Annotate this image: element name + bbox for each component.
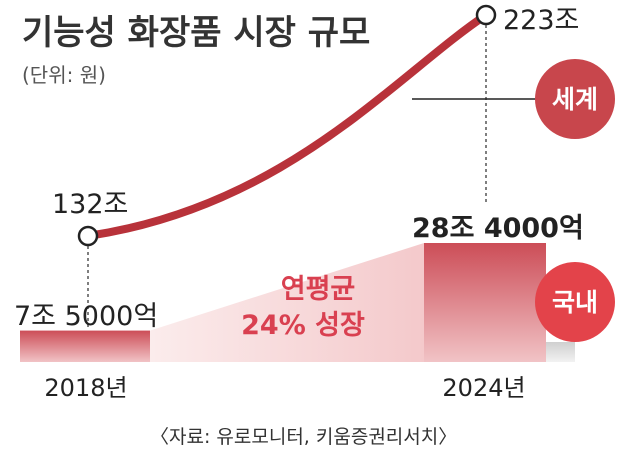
source-note: 〈자료: 유로모니터, 키움증권리서치〉 — [150, 426, 457, 448]
global-value-2024: 223조 — [503, 5, 579, 36]
global-value-2018: 132조 — [52, 189, 128, 220]
global-points — [77, 4, 497, 247]
unit-label: (단위: 원) — [22, 63, 106, 87]
growth-note-line2: 24% 성장 — [241, 310, 365, 341]
x-tick-2018: 2018년 — [44, 374, 127, 402]
global-point-0 — [77, 225, 99, 247]
chart-title: 기능성 화장품 시장 규모 — [22, 13, 370, 53]
domestic-bars — [20, 243, 546, 362]
global-series-label: 세계 — [552, 85, 598, 114]
global-point-1 — [475, 4, 497, 26]
x-tick-2024: 2024년 — [442, 374, 525, 402]
growth-wedge — [150, 243, 424, 362]
domestic-series-tag — [535, 262, 615, 342]
guide-lines — [87, 25, 487, 329]
domestic-value-2024: 28조 4000억 — [412, 213, 584, 244]
domestic-bar-1 — [424, 243, 546, 362]
growth-note-line1: 연평균 — [281, 274, 356, 305]
global-series-line — [84, 11, 490, 240]
domestic-value-2018: 7조 5000억 — [14, 301, 158, 332]
domestic-bar-0 — [20, 330, 150, 362]
domestic-series-label: 국내 — [552, 288, 598, 317]
global-series-tag — [535, 59, 615, 139]
